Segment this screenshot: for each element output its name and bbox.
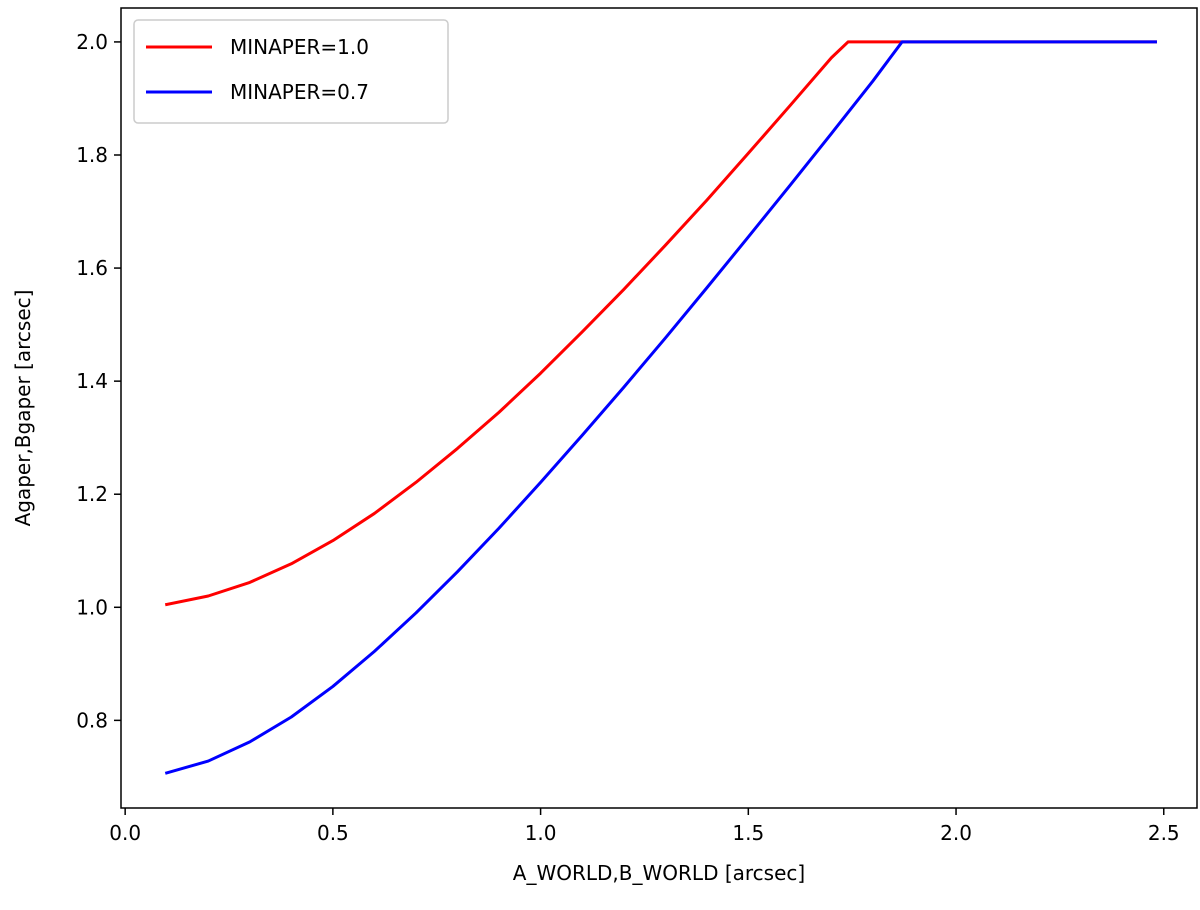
legend-label-minaper-1-0: MINAPER=1.0 bbox=[230, 35, 369, 59]
y-tick-label: 1.2 bbox=[76, 482, 108, 506]
legend: MINAPER=1.0 MINAPER=0.7 bbox=[133, 19, 449, 124]
y-tick-label: 0.8 bbox=[76, 708, 108, 732]
x-axis-label: A_WORLD,B_WORLD [arcsec] bbox=[513, 861, 805, 885]
y-tick-label: 2.0 bbox=[76, 30, 108, 54]
y-tick-label: 1.6 bbox=[76, 256, 108, 280]
x-tick-label: 1.5 bbox=[732, 821, 764, 845]
x-tick-label: 2.5 bbox=[1148, 821, 1180, 845]
x-tick-label: 0.5 bbox=[317, 821, 349, 845]
legend-label-minaper-0-7: MINAPER=0.7 bbox=[230, 80, 369, 104]
series-line-minaper-1-0 bbox=[164, 40, 1157, 607]
y-tick-label: 1.8 bbox=[76, 143, 108, 167]
x-tick-label: 2.0 bbox=[940, 821, 972, 845]
x-tick-label: 0.0 bbox=[109, 821, 141, 845]
plot-frame bbox=[120, 7, 1198, 809]
y-tick-label: 1.0 bbox=[76, 595, 108, 619]
x-tick-label: 1.0 bbox=[525, 821, 557, 845]
series-line-minaper-0-7 bbox=[164, 40, 1157, 775]
y-axis-ticks: 0.8 1.0 1.2 1.4 1.6 1.8 2.0 bbox=[76, 30, 121, 732]
y-axis-label: Agaper,Bgaper [arcsec] bbox=[11, 290, 35, 527]
plot-lines bbox=[164, 40, 1157, 775]
legend-box bbox=[133, 19, 449, 124]
y-tick-label: 1.4 bbox=[76, 369, 108, 393]
x-axis-ticks: 0.0 0.5 1.0 1.5 2.0 2.5 bbox=[109, 808, 1180, 845]
